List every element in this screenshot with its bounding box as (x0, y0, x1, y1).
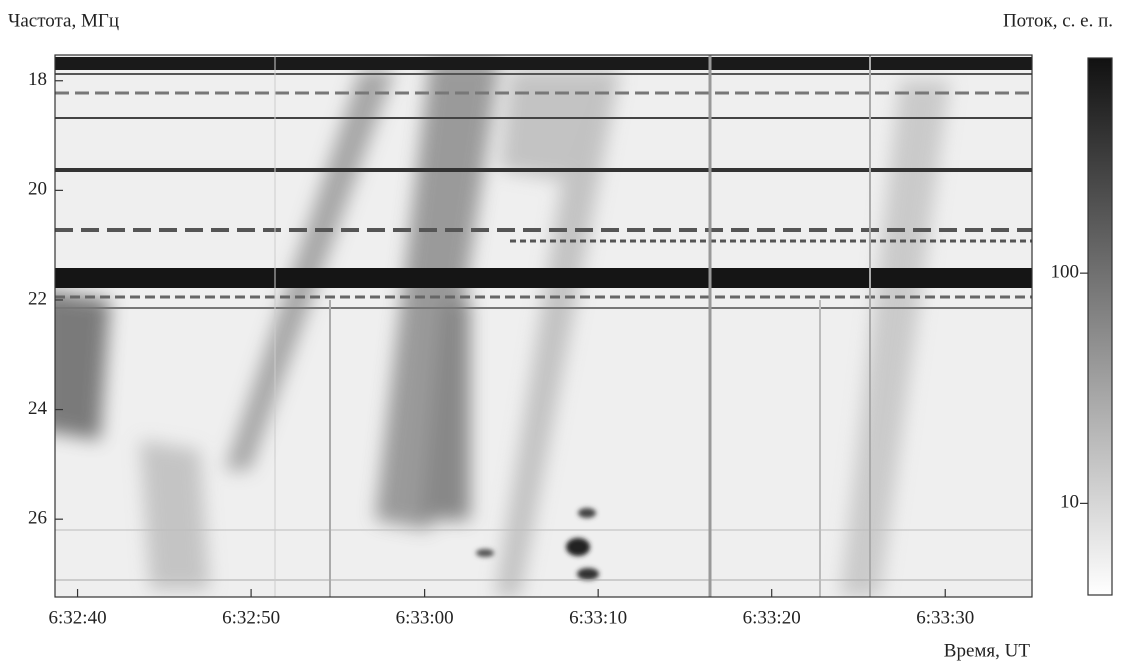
x-tick-label: 6:33:30 (916, 607, 974, 628)
colorbar (1087, 57, 1113, 596)
y-axis-label: Частота, МГц (8, 10, 119, 31)
y-tick-label: 18 (28, 69, 47, 90)
spectrogram-image (55, 55, 1032, 597)
x-tick-label: 6:33:20 (743, 607, 801, 628)
colorbar-tick-label: 100 (1051, 262, 1080, 283)
x-tick-label: 6:32:40 (49, 607, 107, 628)
y-tick-label: 22 (28, 288, 47, 309)
x-tick-label: 6:33:00 (396, 607, 454, 628)
y-tick-label: 26 (28, 508, 47, 529)
y-tick-label: 20 (28, 179, 47, 200)
x-axis-label: Время, UT (944, 640, 1031, 661)
x-tick-label: 6:33:10 (569, 607, 627, 628)
x-tick-label: 6:32:50 (222, 607, 280, 628)
colorbar-tick-label: 10 (1060, 492, 1079, 513)
plot-frame (54, 54, 1033, 598)
colorbar-label: Поток, с. е. п. (1003, 10, 1113, 31)
y-tick-label: 24 (28, 398, 48, 419)
